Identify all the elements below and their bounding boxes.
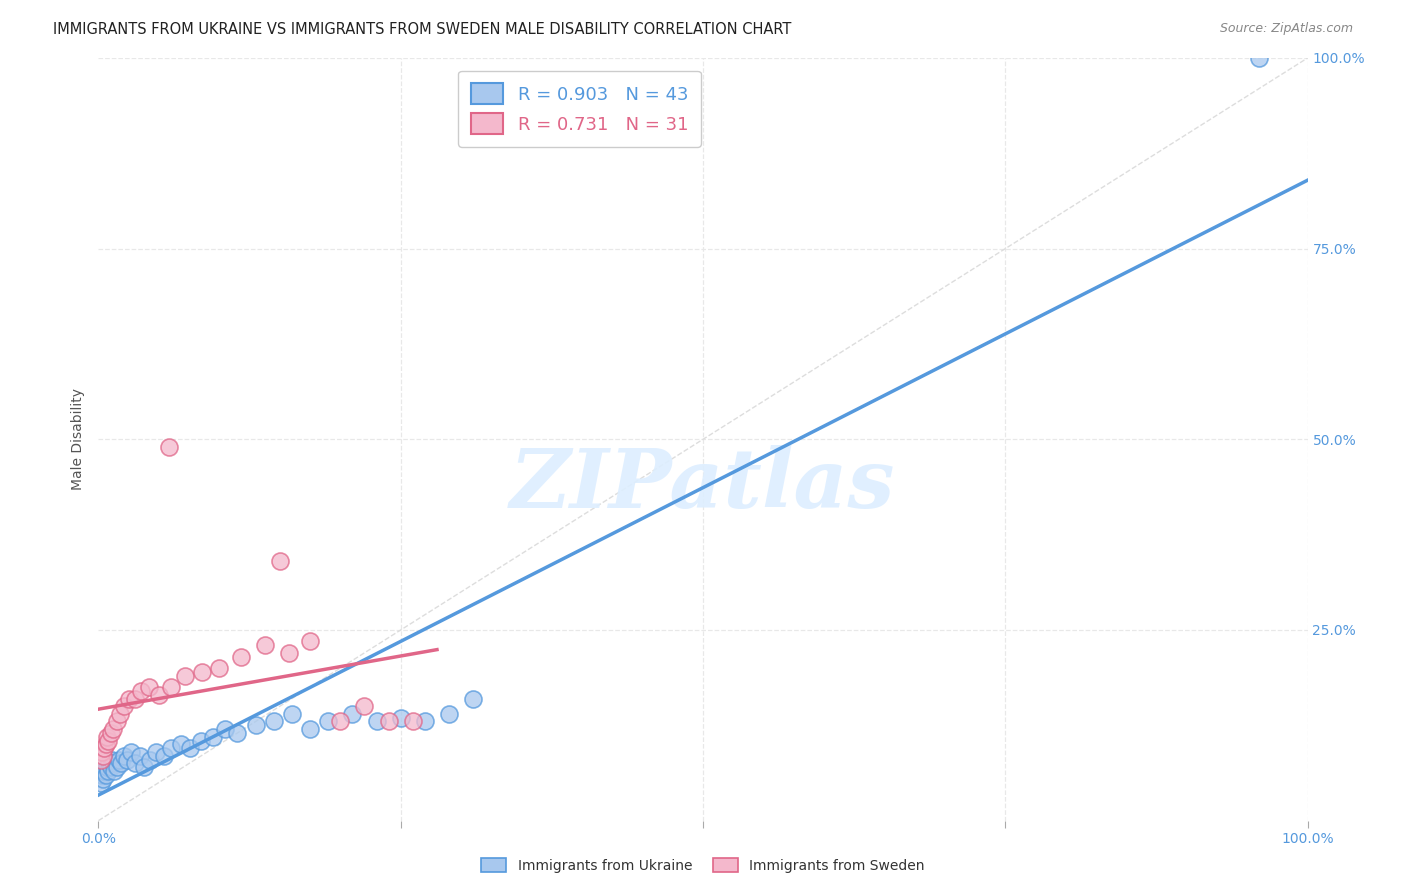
Point <box>353 699 375 714</box>
Point <box>97 764 120 778</box>
Point <box>100 726 122 740</box>
Y-axis label: Male Disability: Male Disability <box>72 388 86 491</box>
Point <box>110 756 132 771</box>
Point <box>299 634 322 648</box>
Point <box>174 669 197 683</box>
Point <box>145 745 167 759</box>
Point <box>94 737 117 751</box>
Point <box>160 741 183 756</box>
Point <box>389 711 412 725</box>
Point <box>152 748 174 763</box>
Point <box>97 733 120 747</box>
Point <box>90 775 112 789</box>
Point <box>101 756 124 771</box>
Point <box>93 764 115 778</box>
Point <box>100 753 122 767</box>
Point <box>463 691 485 706</box>
Point <box>366 714 388 729</box>
Point <box>299 722 322 736</box>
Point <box>128 748 150 763</box>
Point <box>134 760 156 774</box>
Point <box>316 714 339 729</box>
Point <box>96 760 118 774</box>
Point <box>160 680 183 694</box>
Point <box>129 684 152 698</box>
Point <box>226 726 249 740</box>
Point <box>329 714 352 729</box>
Point <box>103 764 125 778</box>
Point <box>437 706 460 721</box>
Text: Source: ZipAtlas.com: Source: ZipAtlas.com <box>1219 22 1353 36</box>
Point <box>139 753 162 767</box>
Point <box>214 722 236 736</box>
Point <box>108 706 131 721</box>
Point <box>91 772 114 786</box>
Point <box>179 741 201 756</box>
Point <box>90 753 112 767</box>
Point <box>402 714 425 729</box>
Point <box>148 688 170 702</box>
Point <box>93 741 115 756</box>
Point <box>112 748 135 763</box>
Point <box>278 646 301 660</box>
Point <box>91 748 114 763</box>
Point <box>94 768 117 782</box>
Point <box>138 680 160 694</box>
Point <box>413 714 436 729</box>
Legend: R = 0.903   N = 43, R = 0.731   N = 31: R = 0.903 N = 43, R = 0.731 N = 31 <box>458 70 700 147</box>
Point <box>229 649 252 664</box>
Point <box>190 733 212 747</box>
Point <box>157 440 180 454</box>
Point <box>377 714 399 729</box>
Point <box>98 756 121 771</box>
Point <box>202 730 225 744</box>
Point <box>342 706 364 721</box>
Point <box>91 745 114 759</box>
Point <box>208 661 231 675</box>
Text: ZIPatlas: ZIPatlas <box>510 445 896 525</box>
Point <box>105 760 128 774</box>
Point <box>245 718 267 732</box>
Point <box>120 745 142 759</box>
Point <box>108 753 131 767</box>
Point <box>169 737 191 751</box>
Point <box>281 706 304 721</box>
Point <box>263 714 285 729</box>
Point <box>96 730 118 744</box>
Point <box>91 768 114 782</box>
Point <box>124 756 146 771</box>
Point <box>117 753 139 767</box>
Point <box>105 714 128 729</box>
Point <box>269 554 291 568</box>
Point <box>101 722 124 736</box>
Point <box>112 699 135 714</box>
Point <box>100 760 122 774</box>
Point <box>118 691 141 706</box>
Point <box>1249 51 1271 65</box>
Text: IMMIGRANTS FROM UKRAINE VS IMMIGRANTS FROM SWEDEN MALE DISABILITY CORRELATION CH: IMMIGRANTS FROM UKRAINE VS IMMIGRANTS FR… <box>53 22 792 37</box>
Point <box>254 638 277 652</box>
Point <box>191 665 214 679</box>
Point <box>124 691 146 706</box>
